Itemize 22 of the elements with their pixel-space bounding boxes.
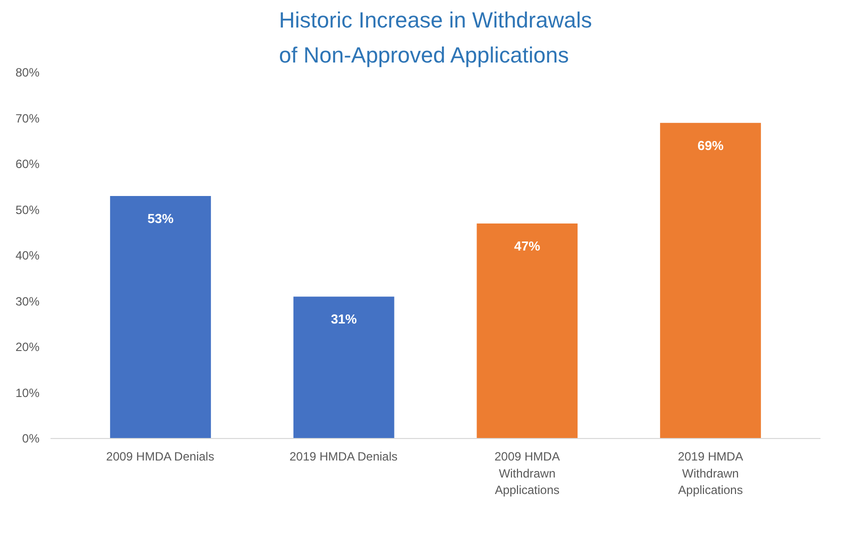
- bar: [660, 122, 761, 438]
- bar: [476, 223, 578, 438]
- y-tick-label: 60%: [15, 157, 40, 171]
- data-label: 53%: [147, 211, 174, 226]
- x-tick-label: 2009 HMDA Withdrawn Applications: [494, 450, 560, 498]
- y-tick-label: 40%: [15, 248, 40, 262]
- y-tick-label: 30%: [15, 294, 40, 308]
- bar: [110, 196, 211, 438]
- y-tick-label: 0%: [22, 432, 40, 446]
- data-label: 31%: [330, 312, 358, 327]
- y-tick-label: 10%: [15, 386, 40, 400]
- y-tick-label: 20%: [15, 340, 40, 354]
- y-tick-label: 50%: [15, 202, 40, 217]
- y-tick-label: 80%: [15, 66, 40, 80]
- y-tick-label: 70%: [15, 111, 40, 126]
- x-tick-label: 2019 HMDA Denials: [289, 450, 398, 464]
- bar: [293, 296, 394, 438]
- chart-title: Historic Increase in Withdrawals of Non-Approved Applications: [279, 8, 592, 68]
- x-tick-label: 2019 HMDA Withdrawn Applications: [678, 450, 744, 498]
- data-label: 47%: [514, 238, 541, 254]
- x-tick-label: 2009 HMDA Denials: [106, 450, 214, 464]
- data-label: 69%: [697, 138, 724, 153]
